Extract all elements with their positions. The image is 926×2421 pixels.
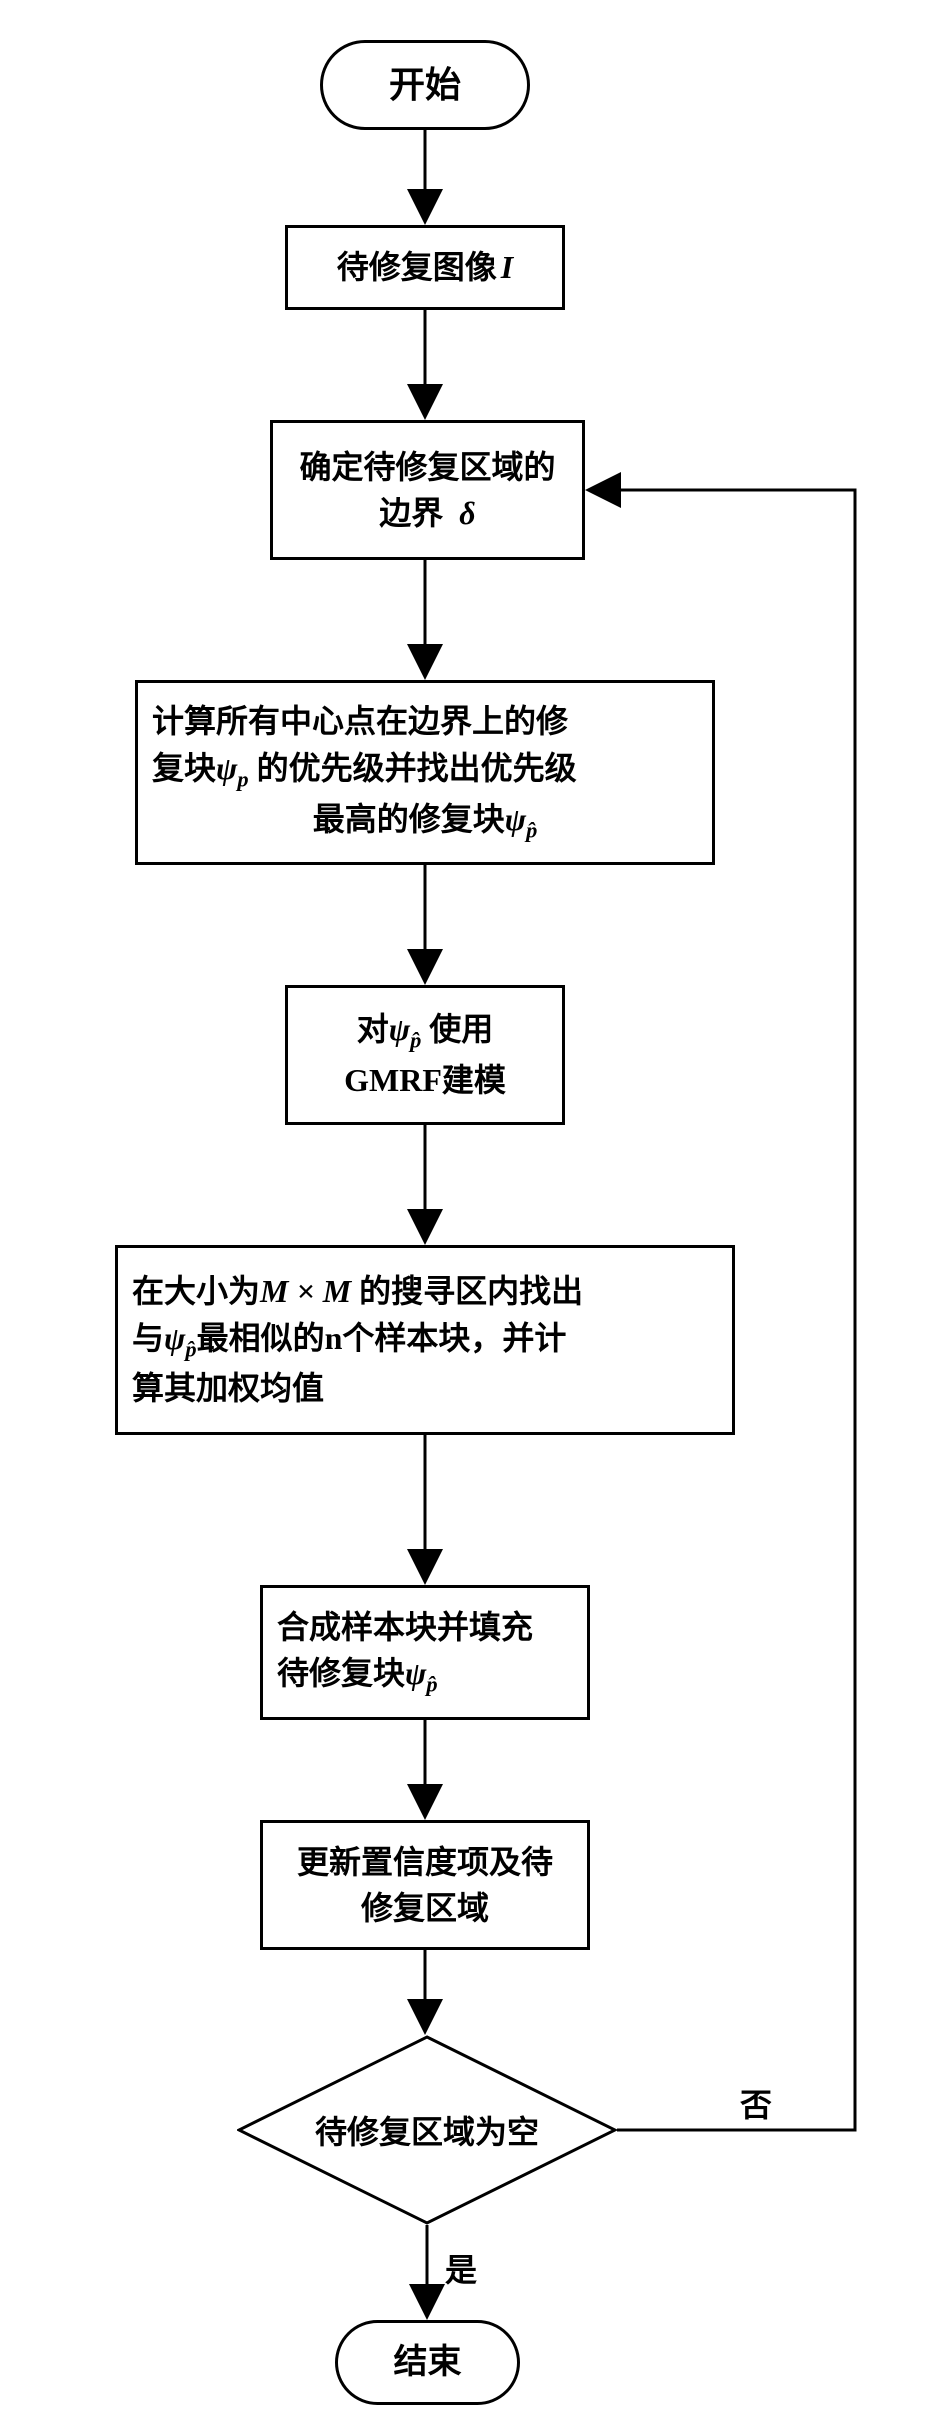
- end-label: 结束: [394, 2338, 462, 2387]
- decision-label: 待修复区域为空: [161, 2107, 693, 2153]
- node-input-image: 待修复图像I: [285, 225, 565, 310]
- edge-label-no: 否: [740, 2080, 772, 2126]
- node-priority: 计算所有中心点在边界上的修 复块ψp 的优先级并找出优先级 最高的修复块ψp̂: [135, 680, 715, 865]
- start-label: 开始: [389, 59, 461, 111]
- node-search: 在大小为M × M 的搜寻区内找出 与ψp̂最相似的n个样本块，并计 算其加权均…: [115, 1245, 735, 1435]
- edge-label-yes: 是: [445, 2245, 477, 2291]
- n6-text: 合成样本块并填充 待修复块ψp̂: [277, 1604, 533, 1701]
- node-boundary: 确定待修复区域的 边界 δ: [270, 420, 585, 560]
- n1-label: 待修复图像I: [337, 244, 513, 290]
- decision-empty: 待修复区域为空: [237, 2035, 617, 2225]
- end-terminal: 结束: [335, 2320, 520, 2405]
- n7-text: 更新置信度项及待 修复区域: [297, 1839, 553, 1932]
- flowchart-canvas: 开始 待修复图像I 确定待修复区域的 边界 δ 计算所有中心点在边界上的修 复块…: [0, 0, 926, 2421]
- n3-text: 计算所有中心点在边界上的修 复块ψp 的优先级并找出优先级 最高的修复块ψp̂: [152, 698, 698, 846]
- node-synth: 合成样本块并填充 待修复块ψp̂: [260, 1585, 590, 1720]
- start-terminal: 开始: [320, 40, 530, 130]
- node-update: 更新置信度项及待 修复区域: [260, 1820, 590, 1950]
- n5-text: 在大小为M × M 的搜寻区内找出 与ψp̂最相似的n个样本块，并计 算其加权均…: [132, 1268, 718, 1412]
- n4-text: 对ψp̂ 使用 GMRF建模: [344, 1006, 506, 1103]
- n2-text: 确定待修复区域的 边界 δ: [299, 444, 555, 537]
- node-gmrf: 对ψp̂ 使用 GMRF建模: [285, 985, 565, 1125]
